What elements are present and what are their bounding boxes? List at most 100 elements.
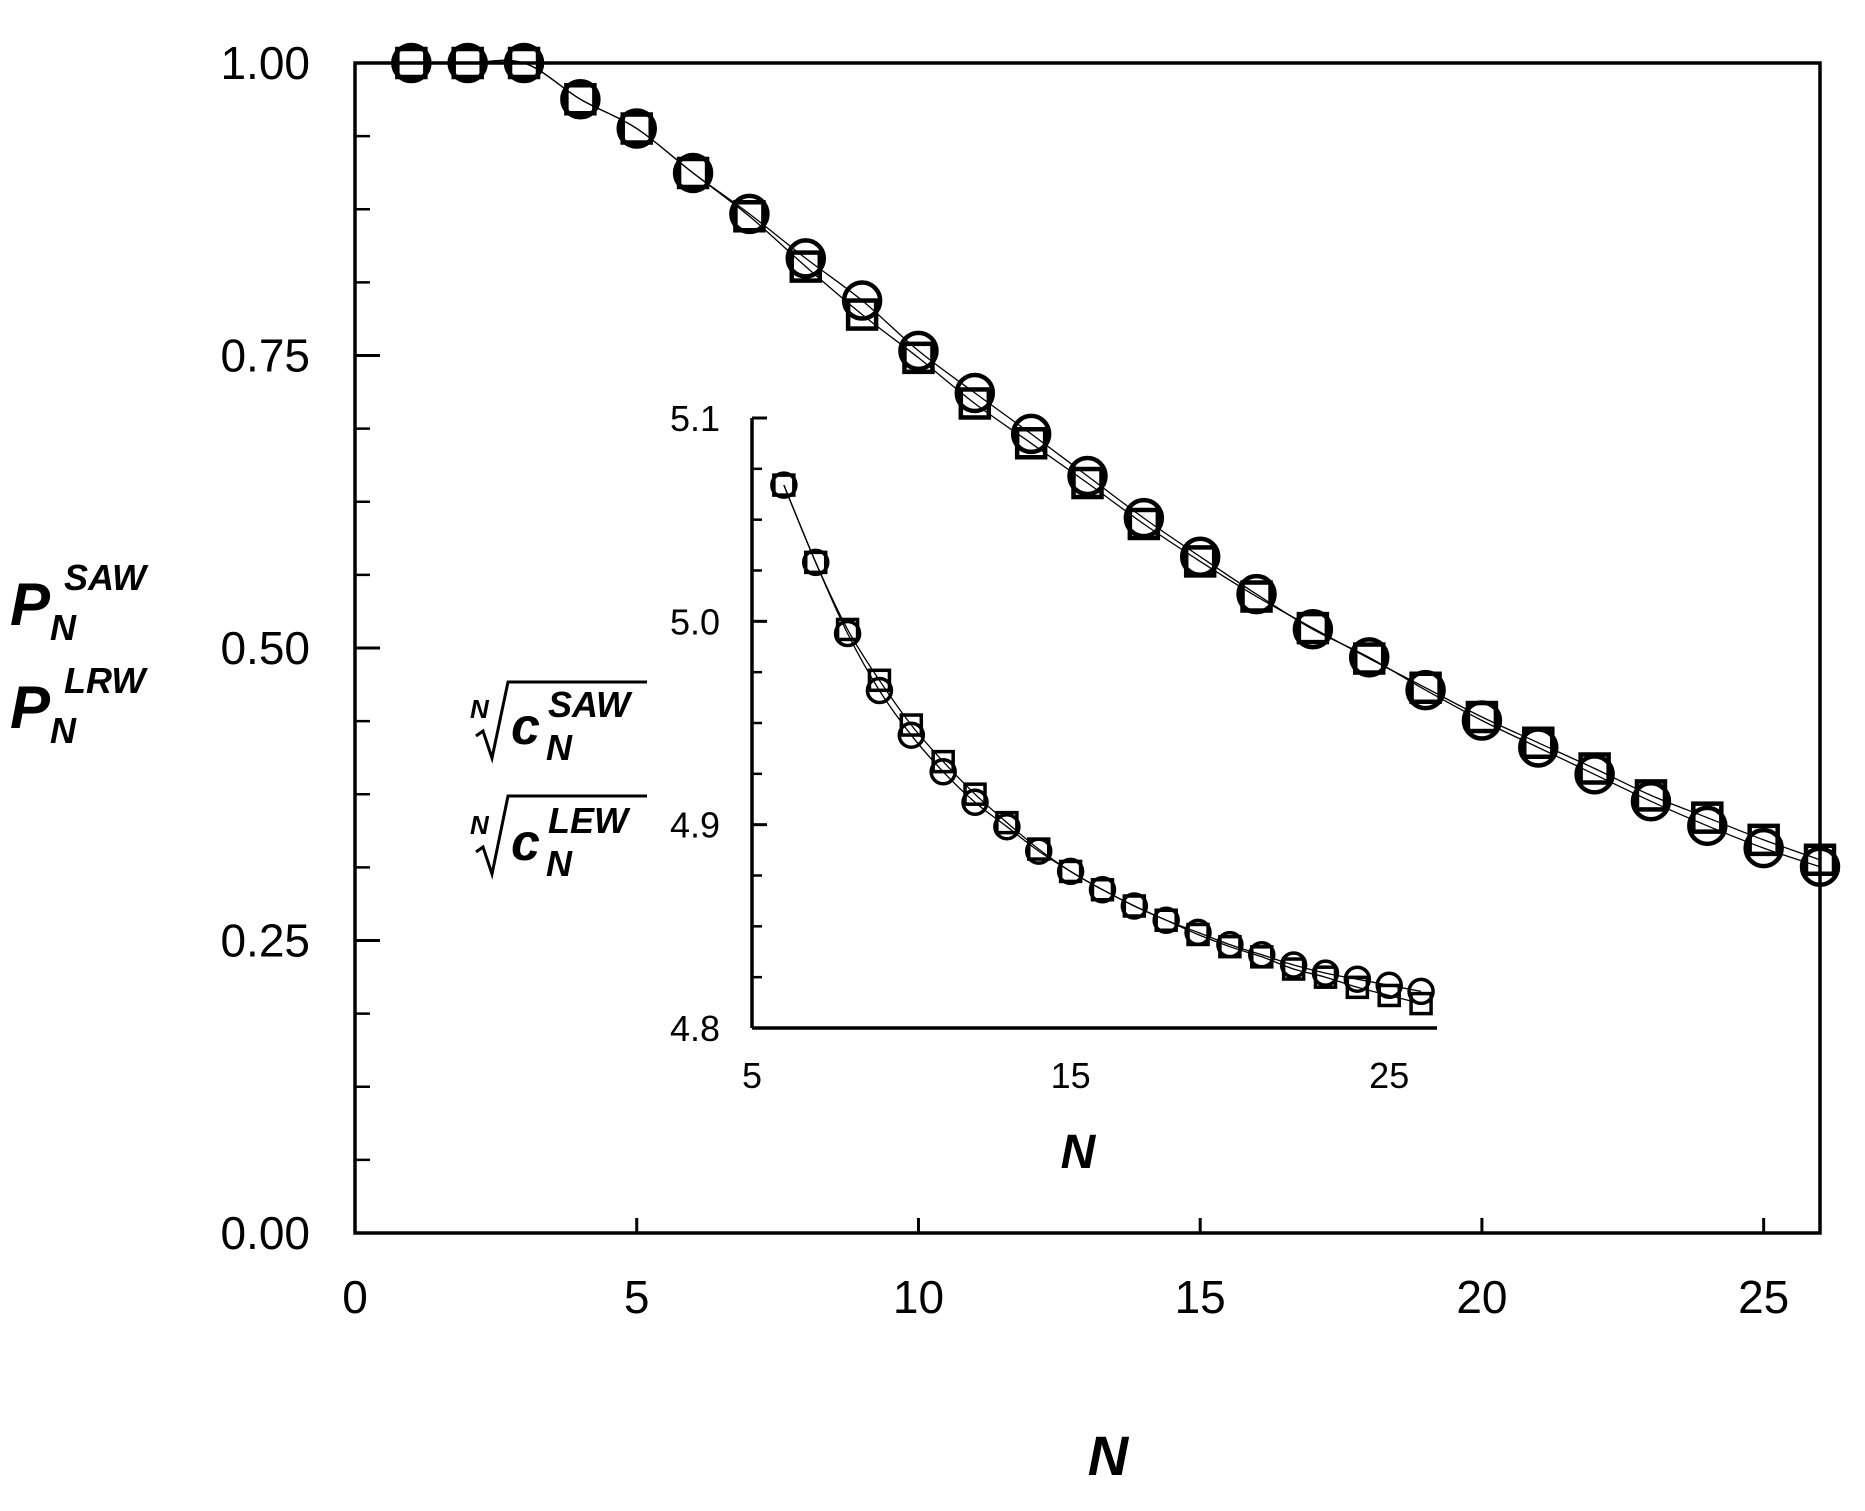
inset-series-1-line — [783, 484, 1422, 1005]
main-square-point — [1352, 642, 1386, 675]
inset-circle-point — [961, 788, 989, 817]
inset-circle-point — [1120, 892, 1149, 920]
main-circle-point — [785, 238, 827, 279]
inset-ylabel-2: N c LEW N — [470, 794, 647, 884]
main-y-axis-label: P SAW N P LRW N — [10, 557, 149, 751]
inset-circle-point — [1375, 971, 1403, 1000]
main-square-point — [451, 46, 484, 80]
main-x-tick-label-1: 5 — [624, 1271, 650, 1323]
main-ylabel-2-base: P — [10, 674, 51, 741]
inset-square-point — [803, 550, 828, 575]
inset-ylabel-1: N c SAW N — [470, 680, 647, 768]
inset-circle-point — [1343, 965, 1372, 993]
inset-circle-point — [1279, 951, 1308, 979]
inset-y-tick-label-0: 4.8 — [670, 1008, 720, 1049]
inset-square-point — [1313, 965, 1338, 989]
inset-square-point — [1154, 908, 1178, 932]
main-circle-point — [503, 42, 545, 84]
main-y-tick-label-2: 0.50 — [220, 622, 310, 674]
inset-ylabel-1-root: N — [470, 694, 490, 724]
main-square-point — [1747, 823, 1780, 857]
main-square-point — [789, 250, 823, 283]
inset-series-0-line — [783, 484, 1422, 993]
main-square-point — [1691, 801, 1724, 834]
main-x-tick-label-2: 10 — [893, 1271, 944, 1323]
inset-square-point — [1186, 922, 1210, 947]
inset-x-tick-label-1: 15 — [1051, 1055, 1091, 1096]
main-square-point — [1634, 779, 1668, 812]
main-ylabel-2-sub: N — [50, 710, 77, 751]
main-square-point — [1522, 726, 1555, 760]
main-y-tick-label-1: 0.25 — [220, 915, 310, 967]
main-square-point — [1014, 427, 1048, 460]
inset-square-point — [1122, 894, 1147, 918]
inset-ylabel-1-base: c — [511, 698, 540, 756]
main-circle-point — [898, 330, 939, 372]
main-square-point — [564, 83, 597, 116]
main-square-point — [845, 298, 879, 331]
inset-square-point — [772, 473, 796, 497]
inset-ylabel-1-sub: N — [546, 727, 573, 768]
inset-square-point — [1281, 957, 1306, 981]
main-square-point — [1803, 843, 1837, 877]
main-x-tick-label-3: 15 — [1175, 1271, 1226, 1323]
main-circle-point — [1743, 827, 1784, 869]
main-square-point — [1071, 466, 1104, 500]
main-x-axis-title: N — [1088, 1424, 1130, 1487]
main-x-tick-label-0: 0 — [342, 1271, 368, 1323]
inset-square-point — [963, 782, 987, 806]
main-square-point — [1578, 752, 1611, 785]
main-series-1-line — [411, 59, 1821, 861]
main-series-0-line — [411, 59, 1821, 868]
inset-circle-point — [929, 758, 957, 786]
main-square-point — [620, 112, 653, 145]
inset-circle-point — [801, 548, 830, 577]
inset-square-point — [1345, 975, 1370, 1000]
inset-circle-point — [865, 676, 894, 705]
main-series-markers — [391, 42, 1841, 888]
inset-square-point — [899, 713, 924, 737]
main-series-lines — [411, 59, 1821, 868]
main-x-tick-label-4: 20 — [1456, 1271, 1507, 1323]
inset-circle-point — [897, 721, 926, 749]
main-circle-point — [447, 42, 488, 84]
main-square-point — [395, 46, 428, 80]
main-circle-point — [1067, 455, 1108, 497]
main-y-tick-label-3: 0.75 — [220, 330, 310, 382]
inset-y-tick-label-2: 5.0 — [670, 601, 720, 642]
main-square-point — [1127, 507, 1161, 541]
inset-square-point — [867, 668, 892, 693]
radical-sign-2 — [475, 794, 647, 880]
main-circle-point — [1799, 846, 1841, 888]
inset-ylabel-2-base: c — [511, 814, 540, 872]
main-y-tick-label-0: 0.00 — [220, 1207, 310, 1259]
inset-y-tick-label-1: 4.9 — [670, 805, 720, 846]
main-circle-point — [560, 79, 601, 120]
main-circle-point — [841, 280, 883, 321]
main-y-tick-label-4: 1.00 — [220, 37, 310, 89]
inset-ylabel-2-sup: LEW — [548, 800, 631, 841]
inset-square-point — [1250, 945, 1274, 969]
inset-square-point — [1218, 934, 1242, 959]
inset-circle-point — [833, 619, 862, 648]
main-square-point — [1465, 700, 1499, 734]
inset-square-point — [1026, 837, 1051, 861]
inset-x-axis-title: N — [1061, 1126, 1097, 1179]
main-ylabel-1-sub: N — [50, 607, 77, 648]
inset-square-point — [931, 749, 955, 774]
inset-square-point — [1377, 983, 1401, 1008]
inset-square-point — [1409, 991, 1433, 1016]
inset-x-tick-label-0: 5 — [742, 1055, 762, 1096]
main-circle-point — [1348, 637, 1390, 678]
main-square-point — [1183, 545, 1217, 578]
main-circle-point — [616, 108, 657, 149]
main-circle-point — [672, 152, 714, 194]
main-square-point — [1409, 671, 1442, 705]
main-square-point — [902, 341, 935, 375]
main-ticks: 0 5 10 15 20 25 0.00 0.25 0.50 0.75 1.00 — [220, 37, 1789, 1323]
main-square-point — [507, 46, 541, 80]
main-circle-point — [1687, 805, 1728, 847]
inset-circle-point — [1088, 875, 1117, 904]
main-ylabel-1-sup: SAW — [64, 557, 149, 598]
